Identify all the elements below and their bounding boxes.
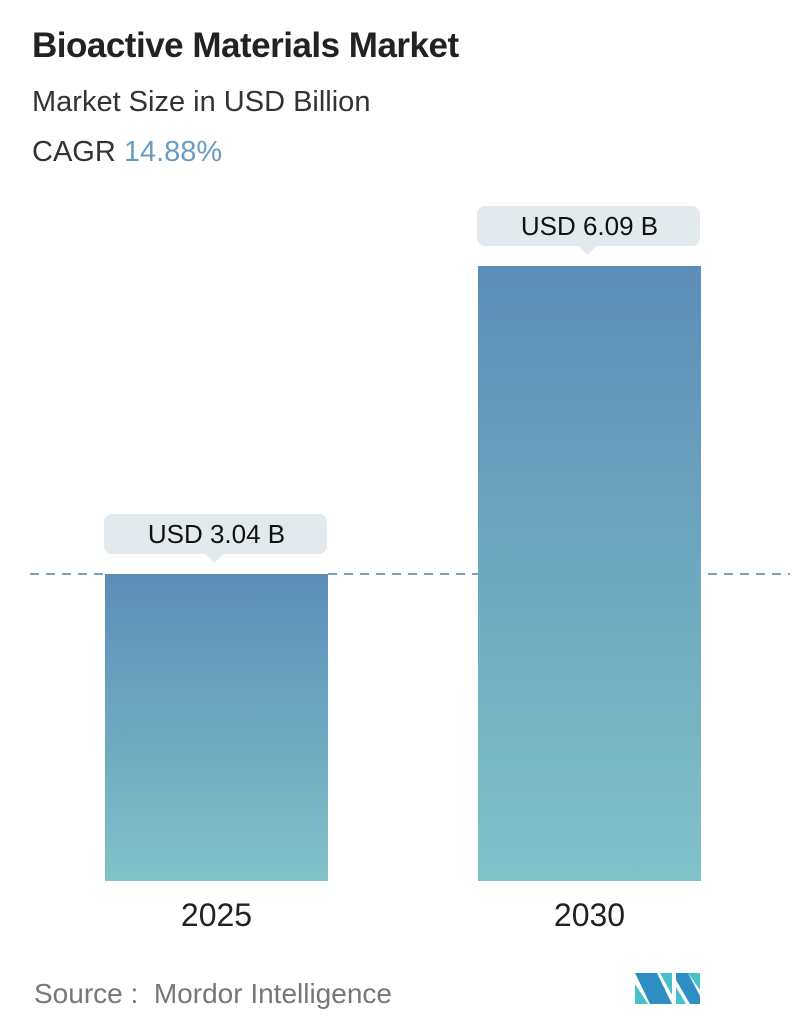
data-label-pointer: [578, 246, 597, 255]
x-tick-label: 2030: [554, 897, 625, 933]
data-label-bubble: [477, 206, 700, 246]
source-value: Mordor Intelligence: [153, 978, 392, 1009]
chart-title: Bioactive Materials Market: [32, 26, 459, 65]
x-tick-label: 2025: [181, 897, 252, 933]
source-label: Source :: [34, 978, 139, 1009]
chart-subtitle: Market Size in USD Billion: [32, 86, 371, 118]
cagr-value: 14.88%: [123, 136, 223, 168]
data-label-bubble: [104, 514, 327, 555]
cagr: CAGR 14.88%: [32, 136, 222, 169]
bar-chart: USD 3.04 B 2025 USD 6.09 B 2030: [30, 206, 790, 933]
bar-2030: [478, 266, 701, 881]
bar-2025: [105, 574, 328, 881]
source: Source : Mordor Intelligence: [34, 978, 392, 1010]
data-label: USD 3.04 B: [148, 519, 285, 549]
cagr-label: CAGR: [32, 136, 116, 168]
data-label-pointer: [205, 554, 224, 564]
data-label: USD 6.09 B: [521, 211, 658, 241]
mordor-logo: [635, 973, 700, 1004]
